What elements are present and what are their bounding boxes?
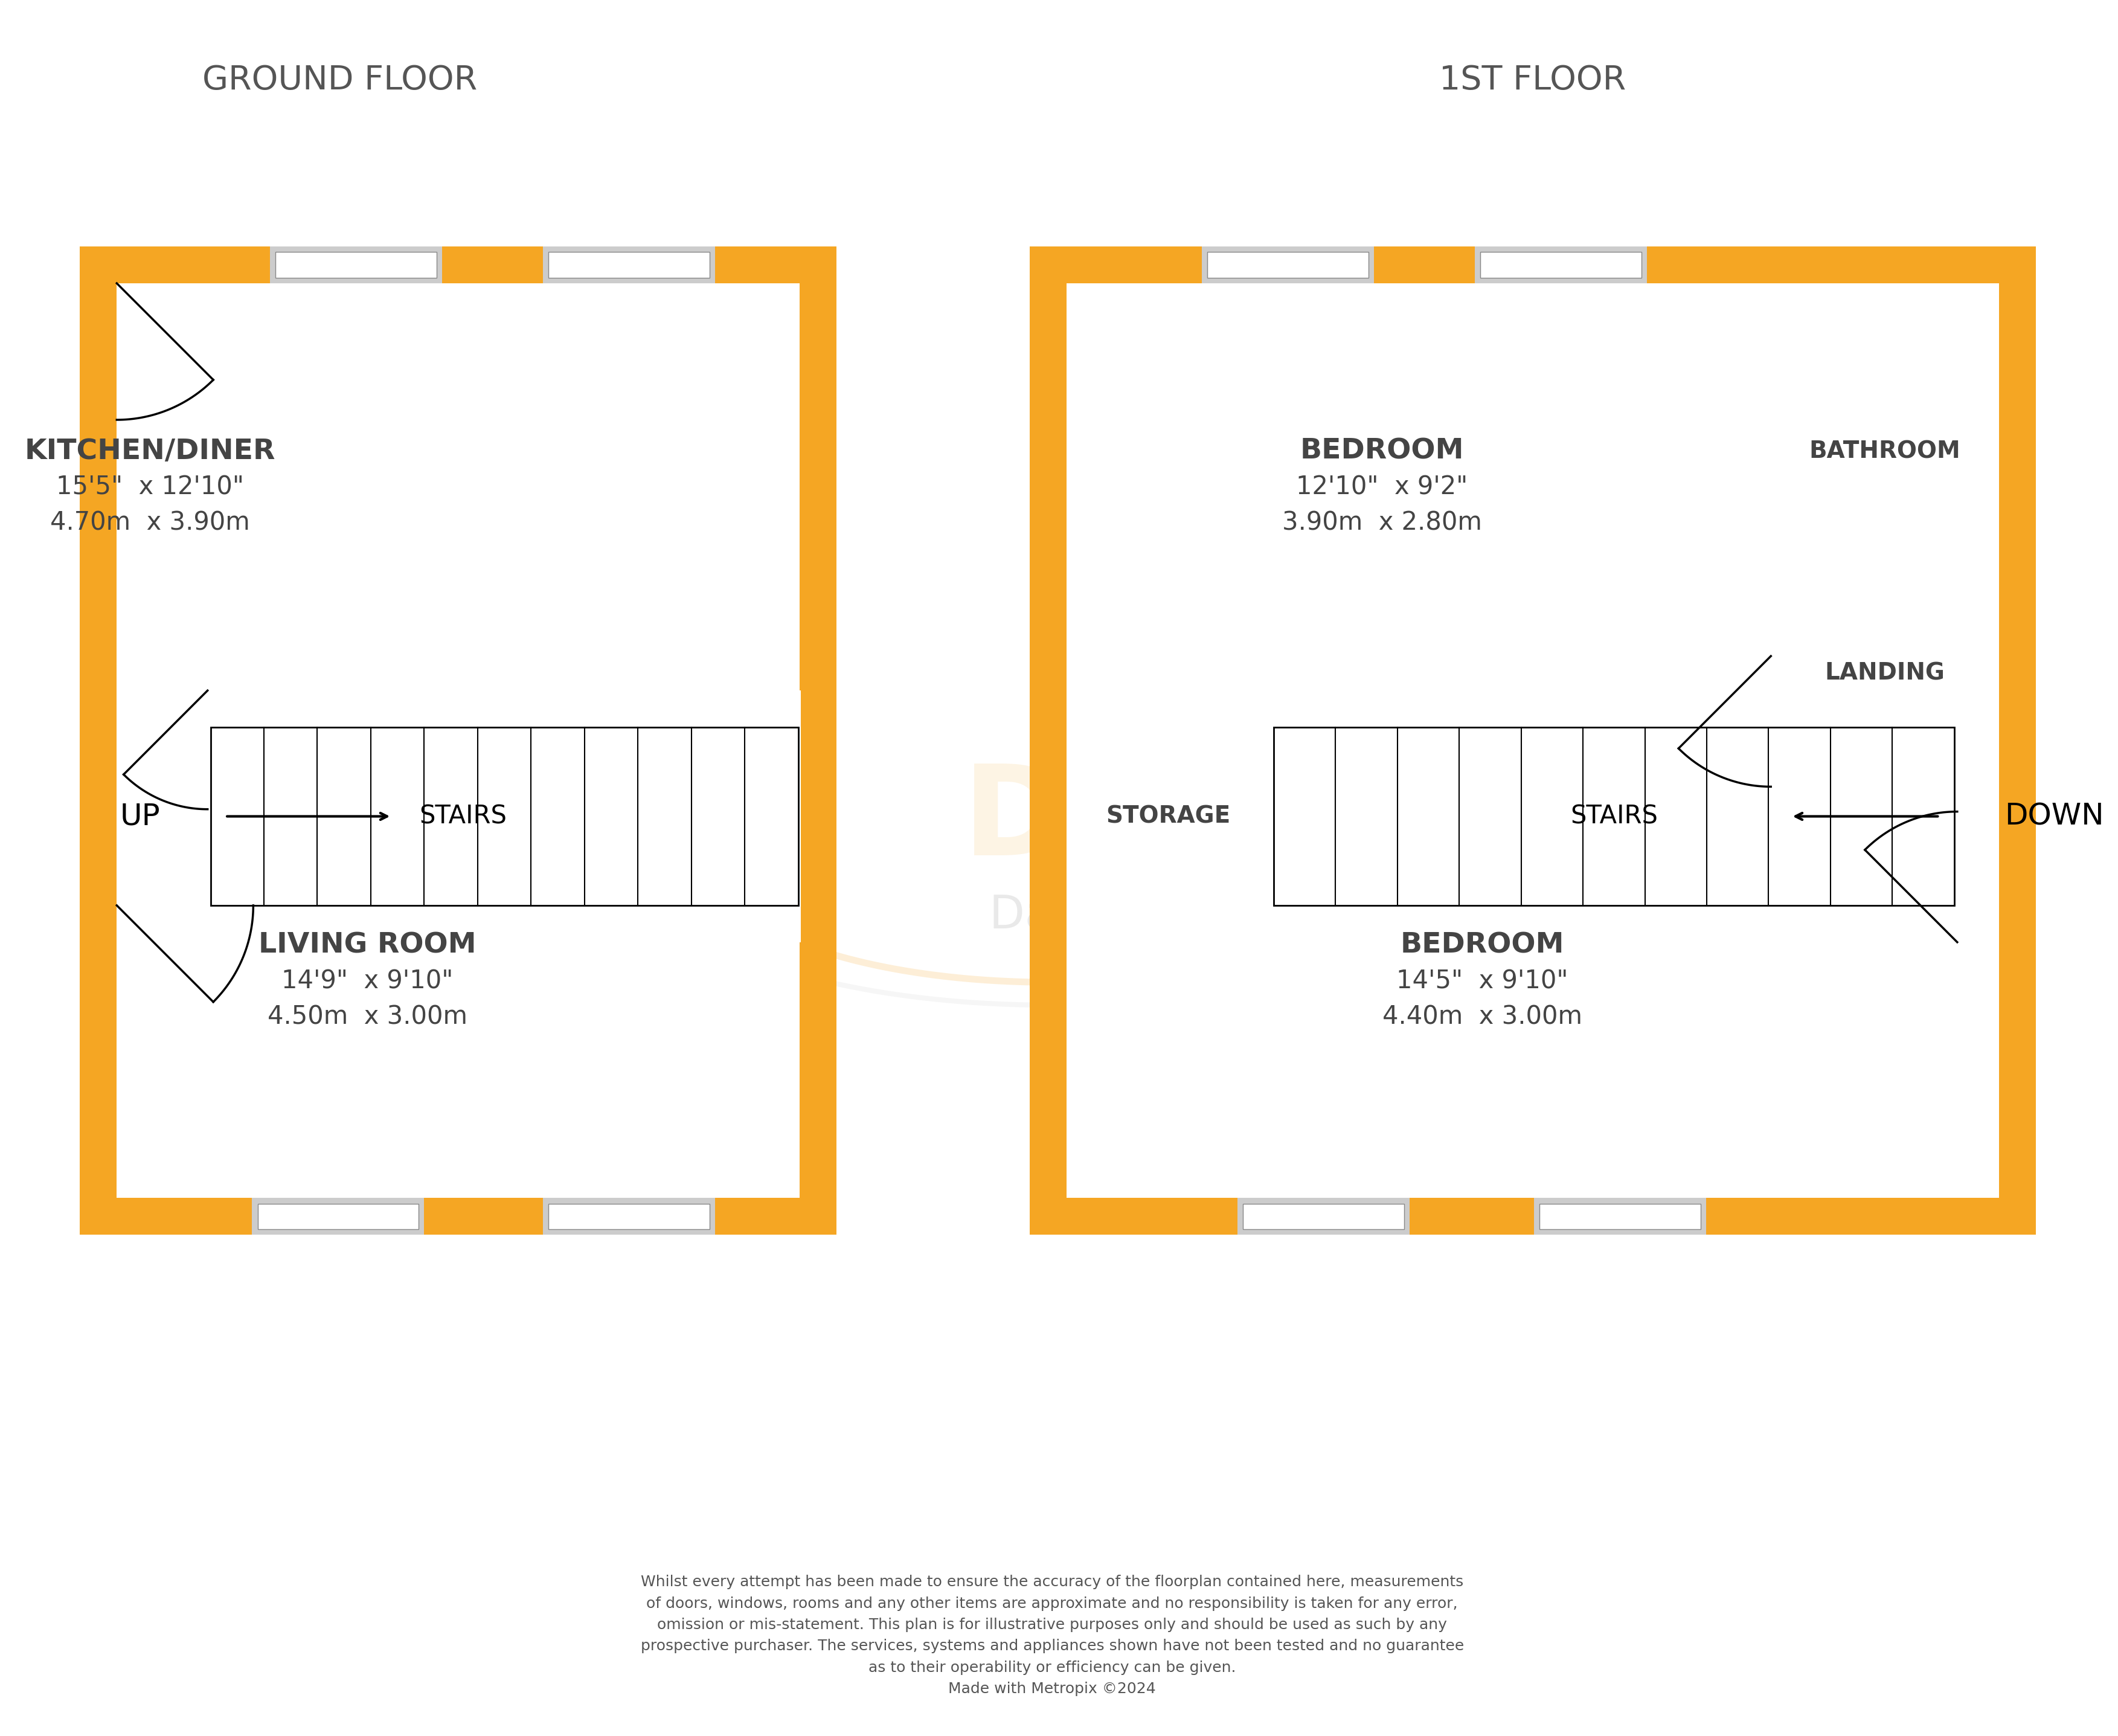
Text: BATHROOM: BATHROOM [1809,439,1961,464]
Bar [80,247,837,283]
Text: UP: UP [121,802,161,832]
Bar [208,691,801,943]
Text: BEDROOM: BEDROOM [1300,437,1464,465]
Bar [1207,252,1368,278]
Bar [542,1198,716,1234]
Bar [80,247,116,1234]
Text: 14'9"  x 9'10": 14'9" x 9'10" [282,969,453,993]
Bar [1735,620,1999,656]
Bar [252,1198,424,1234]
Text: Day & Co: Day & Co [989,892,1207,937]
Bar [1999,247,2035,1234]
Text: Whilst every attempt has been made to ensure the accuracy of the floorplan conta: Whilst every attempt has been made to en… [640,1575,1464,1696]
Text: LIVING ROOM: LIVING ROOM [258,932,477,958]
Bar [1957,691,1999,727]
Text: BEDROOM: BEDROOM [1400,932,1565,958]
Bar [1480,252,1641,278]
Bar [80,1198,837,1234]
Bar [549,252,710,278]
Text: GROUND FLOOR: GROUND FLOOR [201,64,477,97]
Text: STORAGE: STORAGE [1106,806,1231,828]
Bar [1243,1203,1404,1229]
Bar [208,906,801,943]
Text: STAIRS: STAIRS [1569,804,1658,830]
Bar [1540,1203,1701,1229]
Bar [1201,247,1375,283]
Bar [1029,247,2035,283]
Bar [549,1203,710,1229]
Bar [116,283,801,1198]
Bar [1474,247,1648,283]
Bar [275,252,436,278]
Bar [1273,727,1955,906]
Text: STAIRS: STAIRS [419,804,506,830]
Text: DOWN: DOWN [2006,802,2103,832]
Bar [542,247,716,283]
Bar [801,247,837,1234]
Text: D: D [962,760,1067,882]
Text: 14'5"  x 9'10": 14'5" x 9'10" [1396,969,1567,993]
Text: 4.50m  x 3.00m: 4.50m x 3.00m [267,1003,468,1029]
Text: 4.40m  x 3.00m: 4.40m x 3.00m [1383,1003,1582,1029]
Text: 4.70m  x 3.90m: 4.70m x 3.90m [51,510,250,535]
Text: LANDING: LANDING [1826,661,1944,684]
Bar [1029,247,1065,1234]
Text: KITCHEN/DINER: KITCHEN/DINER [25,437,275,465]
Bar [116,691,208,727]
Text: 1ST FLOOR: 1ST FLOOR [1440,64,1627,97]
Bar [210,727,798,906]
Text: 3.90m  x 2.80m: 3.90m x 2.80m [1281,510,1483,535]
Bar [258,1203,419,1229]
Bar [208,691,801,727]
Bar [1065,691,1271,727]
Bar [1237,1198,1408,1234]
Bar [1029,1198,2035,1234]
Bar [1271,691,1957,943]
Text: 12'10"  x 9'2": 12'10" x 9'2" [1296,474,1468,500]
Bar [269,247,443,283]
Bar [1271,691,1307,943]
Text: 15'5"  x 12'10": 15'5" x 12'10" [57,474,244,500]
Bar [1271,691,1957,727]
Bar [1271,906,1957,943]
Bar [1533,1198,1707,1234]
Bar [1065,283,1999,1198]
Bar [1735,247,1771,656]
